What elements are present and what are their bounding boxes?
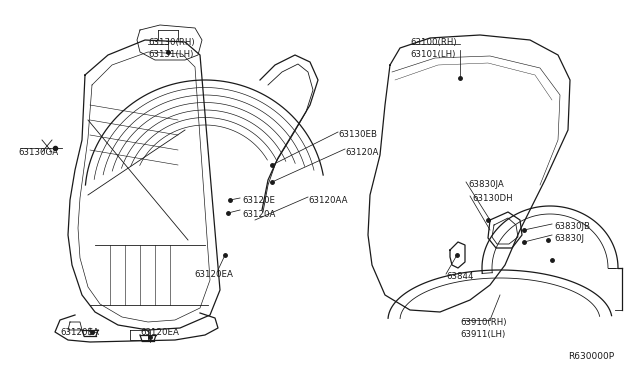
Text: 63120E: 63120E xyxy=(242,196,275,205)
Text: R630000P: R630000P xyxy=(568,352,614,361)
Text: 63120EA: 63120EA xyxy=(140,328,179,337)
Text: 63120EA: 63120EA xyxy=(194,270,233,279)
Text: 63910(RH): 63910(RH) xyxy=(460,318,506,327)
Text: 63120EA: 63120EA xyxy=(60,328,99,337)
Text: 63120A: 63120A xyxy=(242,210,275,219)
Text: 63101(LH): 63101(LH) xyxy=(410,50,456,59)
Text: 63911(LH): 63911(LH) xyxy=(460,330,505,339)
Text: 63130(RH): 63130(RH) xyxy=(148,38,195,47)
Text: 63830JA: 63830JA xyxy=(468,180,504,189)
Text: 63100(RH): 63100(RH) xyxy=(410,38,456,47)
Text: 63130EB: 63130EB xyxy=(338,130,377,139)
Text: 63120A: 63120A xyxy=(345,148,378,157)
Text: 63120AA: 63120AA xyxy=(308,196,348,205)
Text: 63130DH: 63130DH xyxy=(472,194,513,203)
Text: 63830J: 63830J xyxy=(554,234,584,243)
Text: 63130GA: 63130GA xyxy=(18,148,58,157)
Text: 63830JB: 63830JB xyxy=(554,222,590,231)
Text: 63844: 63844 xyxy=(446,272,474,281)
Text: 63131(LH): 63131(LH) xyxy=(148,50,193,59)
